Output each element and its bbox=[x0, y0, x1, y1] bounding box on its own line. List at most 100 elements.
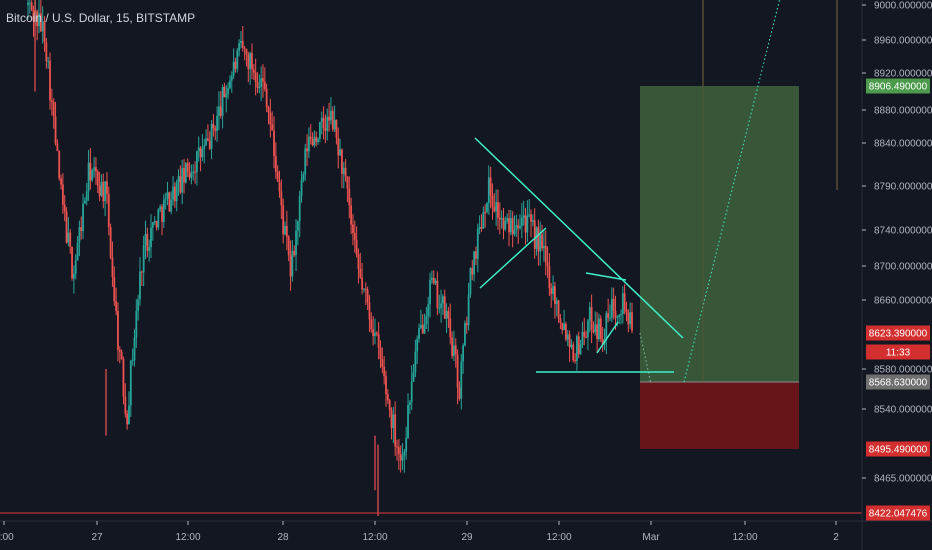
candle-body bbox=[201, 148, 204, 158]
x-tick-label: 2:00 bbox=[0, 532, 14, 543]
candle-body bbox=[585, 336, 588, 338]
candle-body bbox=[533, 220, 536, 249]
candle-body bbox=[623, 293, 626, 310]
candle-body bbox=[570, 344, 573, 348]
candle-body bbox=[58, 150, 61, 179]
candle-body bbox=[43, 21, 46, 43]
candle-body bbox=[423, 323, 426, 334]
candle-body bbox=[150, 227, 152, 248]
candle-body bbox=[385, 376, 387, 394]
candle-body bbox=[498, 217, 501, 220]
candle-body bbox=[28, 2, 31, 4]
candle-body bbox=[449, 318, 452, 338]
candle-body bbox=[192, 171, 195, 174]
candle-body bbox=[247, 54, 250, 69]
candle-body bbox=[120, 351, 123, 360]
candle-body bbox=[482, 212, 485, 229]
candle-body bbox=[557, 300, 560, 319]
candle-body bbox=[71, 246, 73, 279]
candle-body bbox=[172, 186, 174, 200]
candle-body bbox=[339, 149, 341, 156]
plot-area bbox=[27, 0, 838, 516]
candle-body bbox=[509, 218, 512, 233]
candle-body bbox=[577, 336, 580, 355]
chart-title: Bitcoin / U.S. Dollar, 15, BITSTAMP bbox=[6, 11, 196, 25]
candle-body bbox=[151, 222, 154, 228]
candle-body bbox=[227, 88, 230, 95]
candle-body bbox=[161, 206, 163, 222]
candle-body bbox=[535, 227, 538, 249]
candle-body bbox=[526, 215, 529, 233]
candle-body bbox=[348, 188, 351, 206]
candle-body bbox=[484, 212, 487, 214]
candle-body bbox=[453, 345, 455, 356]
candle-body bbox=[436, 280, 439, 308]
candle-body bbox=[515, 225, 518, 231]
current-price-badge: 8623.390000 bbox=[869, 329, 928, 340]
candle-body bbox=[599, 318, 602, 340]
candle-body bbox=[218, 106, 220, 116]
candle-body bbox=[184, 163, 187, 183]
candle-body bbox=[69, 232, 72, 247]
candle-body bbox=[249, 53, 252, 69]
candle-body bbox=[302, 174, 305, 180]
candle-body bbox=[353, 233, 356, 240]
candle-body bbox=[610, 299, 613, 318]
candle-body bbox=[240, 40, 242, 44]
candle-body bbox=[566, 334, 569, 340]
candle-body bbox=[278, 181, 281, 192]
candle-body bbox=[186, 163, 189, 172]
candle-body bbox=[148, 247, 151, 251]
candle-body bbox=[559, 318, 562, 323]
candle-body bbox=[401, 455, 404, 461]
candle-body bbox=[629, 312, 632, 325]
candle-body bbox=[236, 50, 239, 69]
target-price-badge-bg bbox=[866, 78, 930, 94]
candle-body bbox=[552, 286, 554, 294]
candle-body bbox=[618, 315, 621, 318]
candle-body bbox=[241, 40, 244, 48]
candle-body bbox=[144, 233, 147, 246]
candle-body bbox=[465, 323, 468, 326]
candle-body bbox=[267, 106, 270, 113]
candle-body bbox=[300, 179, 303, 196]
candle-body bbox=[397, 447, 400, 455]
candle-body bbox=[273, 130, 275, 157]
y-tick-label: 8580.000000 bbox=[874, 365, 932, 376]
y-tick-label: 8790.000000 bbox=[874, 182, 932, 193]
candle-body bbox=[445, 311, 448, 319]
candle-body bbox=[245, 48, 248, 55]
candle-body bbox=[359, 268, 362, 278]
y-tick-label: 8465.000000 bbox=[874, 474, 932, 485]
candle-body bbox=[67, 232, 70, 243]
entry-price-badge: 8568.630000 bbox=[869, 378, 928, 389]
candle-body bbox=[30, 2, 33, 11]
candle-body bbox=[493, 206, 496, 212]
candle-body bbox=[175, 182, 178, 202]
candle-body bbox=[458, 387, 461, 399]
target-price-badge: 8906.490000 bbox=[869, 82, 928, 93]
candle-body bbox=[322, 117, 325, 129]
candle-body bbox=[370, 319, 373, 330]
candle-body bbox=[173, 186, 176, 202]
candle-body bbox=[460, 361, 463, 399]
candle-body bbox=[229, 80, 231, 89]
candle-body bbox=[442, 296, 444, 304]
candle-body bbox=[128, 405, 130, 425]
candle-body bbox=[197, 147, 200, 152]
candle-body bbox=[214, 128, 217, 131]
candle-body bbox=[399, 454, 402, 461]
projection-down bbox=[639, 332, 652, 385]
candle-body bbox=[375, 332, 378, 335]
candle-body bbox=[524, 215, 527, 233]
target-zone bbox=[640, 86, 799, 382]
candle-body bbox=[117, 311, 119, 350]
candle-body bbox=[282, 205, 285, 235]
candle-body bbox=[260, 78, 263, 87]
candle-body bbox=[456, 354, 459, 388]
candle-body bbox=[427, 304, 430, 316]
candle-body bbox=[528, 214, 531, 216]
candle-body bbox=[135, 310, 138, 338]
